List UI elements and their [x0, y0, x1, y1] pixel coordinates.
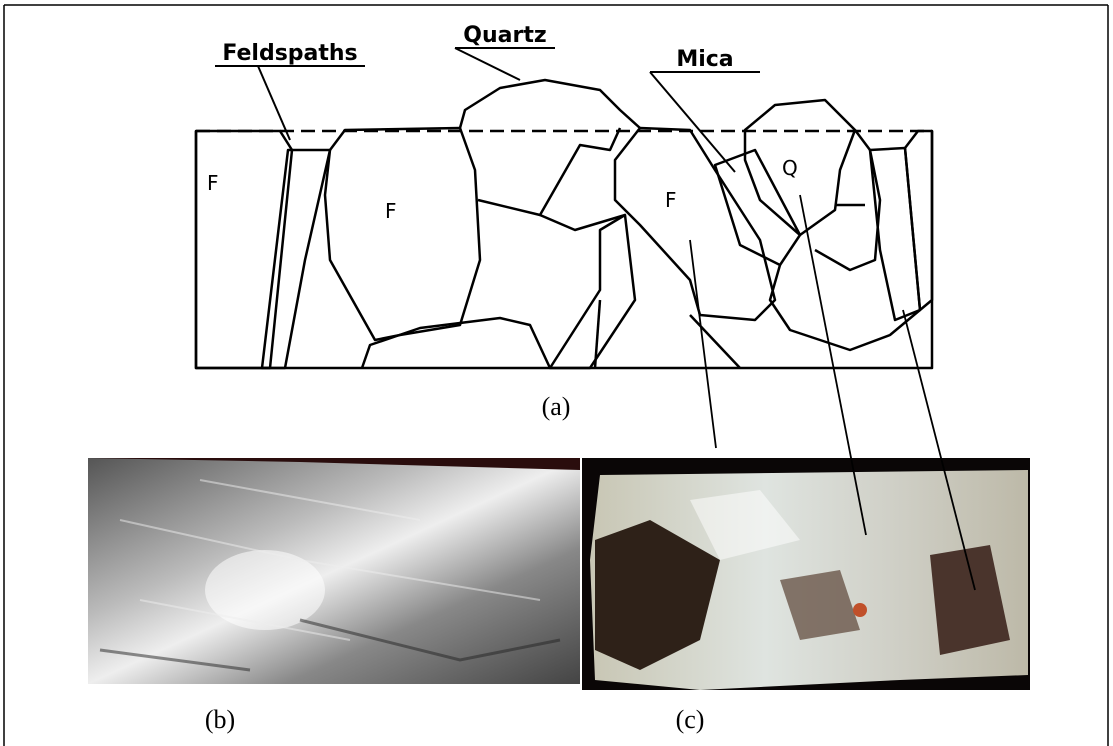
caption-b: (b)	[205, 705, 235, 734]
caption-a: (a)	[542, 392, 571, 421]
grain-mark: F	[207, 171, 219, 195]
grain-mark: F	[665, 188, 677, 212]
label-quartz: Quartz	[463, 23, 546, 48]
label-feldspaths: Feldspaths	[222, 41, 357, 66]
grain-mark: Q	[782, 156, 798, 180]
grain-mark: F	[385, 199, 397, 223]
caption-c: (c)	[676, 705, 705, 734]
figure: Feldspaths Quartz Mica F F F Q (a) (b) (…	[0, 0, 1113, 746]
photo-b	[88, 458, 580, 684]
photo-c	[582, 458, 1030, 690]
label-mica: Mica	[676, 47, 733, 72]
schematic: Feldspaths Quartz Mica F F F Q	[196, 23, 932, 368]
